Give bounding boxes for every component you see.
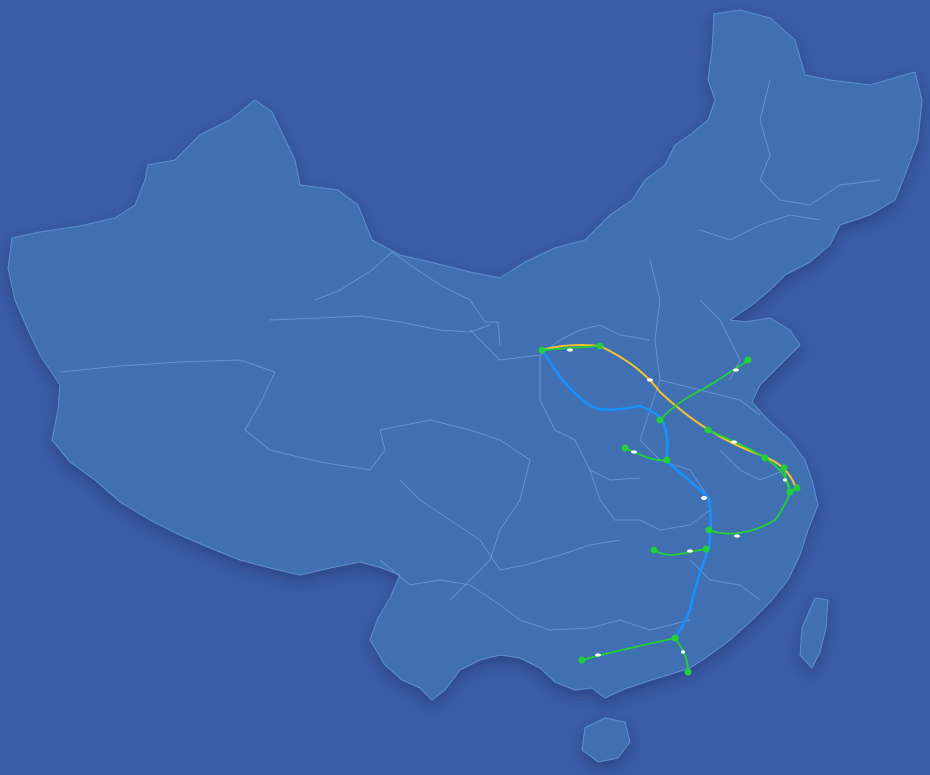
station-node[interactable] [684,668,692,676]
border-line [759,79,881,206]
china-landmass [7,9,923,763]
station-node[interactable] [596,342,604,350]
train-icon [734,534,740,538]
station-node[interactable] [786,488,794,496]
green-route-segment [541,345,601,351]
border-line [699,299,741,381]
border-line [639,439,711,501]
station-node[interactable] [621,444,629,452]
border-line [449,429,531,601]
station-node[interactable] [744,356,752,364]
border-line [399,479,621,571]
train-icon [631,450,637,454]
train-icon [733,368,739,372]
border-line [244,371,471,471]
station-node[interactable] [761,454,769,462]
green-route-segment [653,548,707,556]
border-line [379,559,691,631]
border-line [699,214,821,241]
border-line [639,259,661,441]
station-node[interactable] [702,545,710,553]
green-route-segment [659,359,749,421]
station-node[interactable] [705,526,713,534]
hainan-island [581,717,631,763]
border-line [719,449,786,481]
taiwan-island [799,597,829,669]
station-node[interactable] [656,416,664,424]
border-line [659,379,761,416]
train-icon [701,496,707,500]
station-node[interactable] [671,634,679,642]
station-node[interactable] [780,464,788,472]
train-icon [595,653,601,657]
train-icon [681,650,685,654]
station-nodes [538,342,801,676]
train-icon [783,478,787,482]
border-line [589,469,711,531]
station-node[interactable] [793,484,801,492]
train-icon [647,378,653,382]
station-node[interactable] [650,546,658,554]
green-route-segment [708,491,791,535]
station-node[interactable] [663,456,671,464]
train-icon [731,440,737,444]
route-yellow [541,344,797,489]
mainland-china [7,9,923,701]
station-node[interactable] [538,346,546,354]
border-line [59,359,276,373]
border-line [469,324,651,361]
border-line [539,355,641,481]
station-node[interactable] [578,656,586,664]
station-node[interactable] [704,426,712,434]
border-line [314,251,501,346]
train-icon [567,348,573,352]
train-markers [567,348,787,657]
province-borders [59,79,881,631]
train-icon [687,549,693,553]
green-route-segment [783,467,798,493]
border-line [269,315,491,333]
